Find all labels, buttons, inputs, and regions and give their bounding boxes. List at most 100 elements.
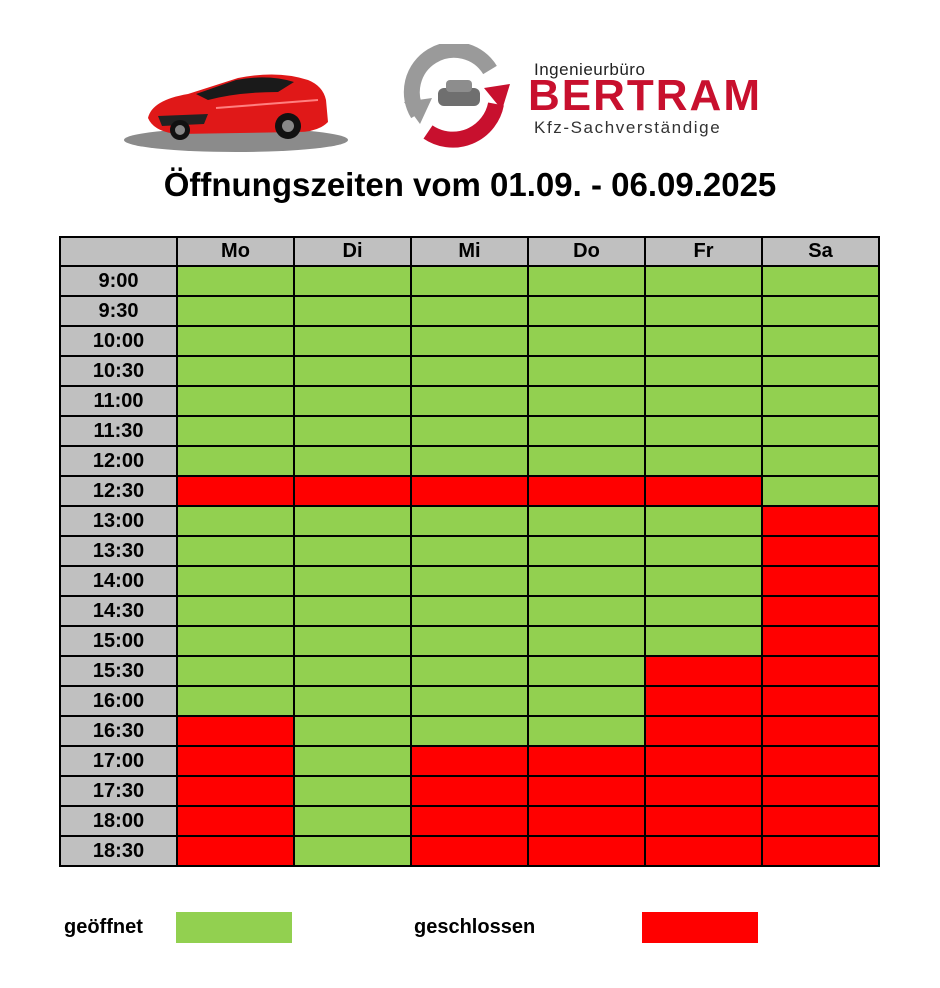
slot-cell-open [410,625,529,657]
time-label: 9:30 [59,295,178,327]
slot-cell-open [410,325,529,357]
slot-cell-open [644,295,763,327]
slot-cell-closed [410,835,529,867]
slot-cell-closed [644,715,763,747]
time-label: 16:00 [59,685,178,717]
slot-cell-open [410,685,529,717]
table-row: 18:30 [59,835,880,867]
slot-cell-open [176,445,295,477]
slot-cell-closed [644,475,763,507]
slot-cell-open [644,355,763,387]
page-title: Öffnungszeiten vom 01.09. - 06.09.2025 [163,166,777,203]
company-logo [403,44,510,148]
slot-cell-open [527,655,646,687]
slot-cell-open [293,355,412,387]
table-row: 18:00 [59,805,880,837]
slot-cell-closed [644,805,763,837]
slot-cell-closed [761,685,880,717]
car-image [124,74,348,152]
slot-cell-closed [761,565,880,597]
slot-cell-closed [176,835,295,867]
slot-cell-open [644,595,763,627]
table-row: 15:30 [59,655,880,687]
day-header: Sa [761,236,880,267]
slot-cell-open [644,625,763,657]
slot-cell-open [644,415,763,447]
slot-cell-open [176,385,295,417]
slot-cell-open [410,355,529,387]
slot-cell-closed [410,475,529,507]
time-label: 10:30 [59,355,178,387]
slot-cell-open [527,715,646,747]
opening-hours-table: Mo Di Mi Do Fr Sa 9:00 9:30 10:00 10:30 11:0… [59,236,880,867]
table-row: 12:30 [59,475,880,507]
slot-cell-open [176,535,295,567]
slot-cell-open [527,385,646,417]
slot-cell-closed [527,835,646,867]
table-row: 12:00 [59,445,880,477]
legend-open-swatch [176,912,292,943]
time-label: 17:00 [59,745,178,777]
slot-cell-closed [761,535,880,567]
slot-cell-open [527,625,646,657]
slot-cell-open [410,265,529,297]
slot-cell-open [176,295,295,327]
logo-company-name: BERTRAM [528,71,762,120]
logo-subtitle: Ingenieurbüro [534,60,646,79]
legend-closed-swatch [642,912,758,943]
slot-cell-open [176,415,295,447]
slot-cell-open [644,445,763,477]
table-row: 11:00 [59,385,880,417]
time-label: 18:00 [59,805,178,837]
slot-cell-open [410,535,529,567]
slot-cell-open [527,685,646,717]
slot-cell-open [176,565,295,597]
slot-cell-open [293,835,412,867]
time-label: 12:30 [59,475,178,507]
slot-cell-open [176,595,295,627]
slot-cell-open [527,505,646,537]
table-row: 9:00 [59,265,880,297]
slot-cell-open [527,265,646,297]
table-row: 9:30 [59,295,880,327]
table-row: 10:30 [59,355,880,387]
slot-cell-closed [761,625,880,657]
slot-cell-open [293,595,412,627]
slot-cell-open [293,745,412,777]
table-row: 17:00 [59,745,880,777]
table-row: 14:30 [59,595,880,627]
slot-cell-open [761,295,880,327]
slot-cell-closed [527,475,646,507]
slot-cell-open [761,355,880,387]
time-label: 16:30 [59,715,178,747]
slot-cell-closed [761,595,880,627]
time-label: 12:00 [59,445,178,477]
slot-cell-closed [761,805,880,837]
slot-cell-open [761,265,880,297]
slot-cell-open [293,325,412,357]
slot-cell-open [644,535,763,567]
slot-cell-closed [761,775,880,807]
slot-cell-closed [761,715,880,747]
slot-cell-open [293,565,412,597]
slot-cell-open [644,265,763,297]
slot-cell-closed [761,655,880,687]
slot-cell-open [527,535,646,567]
slot-cell-closed [176,715,295,747]
slot-cell-open [176,655,295,687]
slot-cell-closed [644,835,763,867]
slot-cell-closed [293,475,412,507]
day-header: Fr [644,236,763,267]
time-label: 15:00 [59,625,178,657]
time-label: 18:30 [59,835,178,867]
slot-cell-open [293,775,412,807]
slot-cell-open [293,385,412,417]
slot-cell-open [527,565,646,597]
slot-cell-open [410,385,529,417]
slot-cell-open [527,445,646,477]
slot-cell-open [644,565,763,597]
time-label: 9:00 [59,265,178,297]
slot-cell-open [761,325,880,357]
slot-cell-open [761,445,880,477]
slot-cell-open [293,685,412,717]
